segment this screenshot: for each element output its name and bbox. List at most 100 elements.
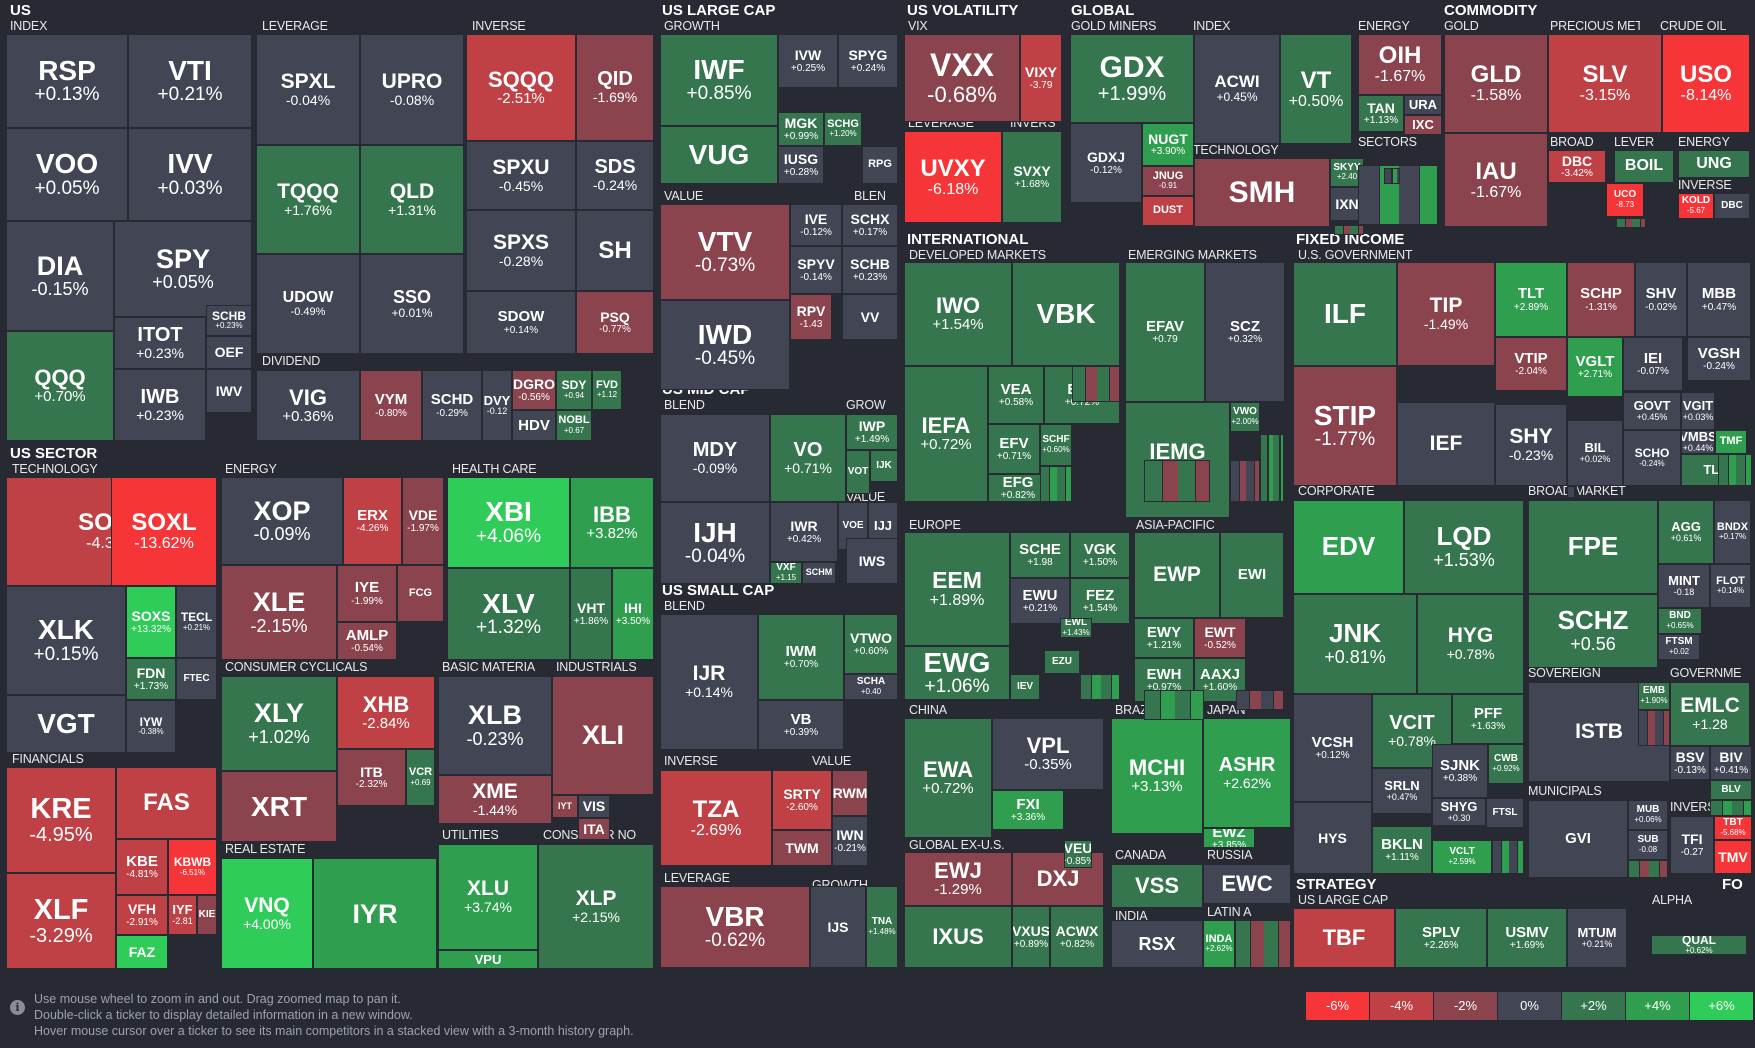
- ticker-tile-blv[interactable]: BLV: [1710, 780, 1752, 800]
- ticker-tile-tza[interactable]: TZA -2.69%: [660, 770, 772, 866]
- ticker-tile-ijs[interactable]: IJS: [810, 886, 866, 968]
- ticker-tile-vis[interactable]: VIS: [578, 795, 610, 818]
- ticker-tile-slv[interactable]: SLV -3.15%: [1548, 34, 1662, 133]
- ticker-tile-mbb[interactable]: MBB +0.47%: [1687, 262, 1751, 337]
- ticker-tile-vgsh[interactable]: VGSH -0.24%: [1687, 337, 1751, 381]
- ticker-tile-dust[interactable]: DUST: [1142, 196, 1194, 226]
- ticker-tile-xli[interactable]: XLI: [552, 676, 654, 795]
- ticker-tile-ftec[interactable]: FTEC: [176, 658, 217, 700]
- ticker-tile-ewj[interactable]: EWJ -1.29%: [904, 852, 1012, 906]
- small-ticker-cluster[interactable]: [1710, 800, 1752, 816]
- ticker-tile-vb[interactable]: VB +0.39%: [758, 700, 844, 750]
- small-ticker-cluster[interactable]: [1236, 690, 1284, 710]
- ticker-tile-xlu[interactable]: XLU +3.74%: [438, 844, 538, 950]
- ticker-tile-vcsh[interactable]: VCSH +0.12%: [1293, 694, 1372, 802]
- ticker-tile-ihi[interactable]: IHI +3.50%: [612, 568, 654, 660]
- ticker-tile-vym[interactable]: VYM -0.80%: [360, 370, 422, 441]
- ticker-tile-xop[interactable]: XOP -0.09%: [221, 477, 343, 565]
- ticker-tile-iyr[interactable]: IYR: [313, 858, 437, 970]
- ticker-tile-schd[interactable]: SCHD -0.29%: [422, 370, 482, 441]
- ticker-tile-vfh[interactable]: VFH -2.91%: [116, 895, 168, 935]
- ticker-tile-xhb[interactable]: XHB -2.84%: [337, 676, 435, 749]
- ticker-tile-emlc[interactable]: EMLC +1.28: [1670, 682, 1750, 746]
- ticker-tile-efv[interactable]: EFV +0.71%: [988, 424, 1040, 474]
- ticker-tile-iwn[interactable]: IWN -0.21%: [832, 816, 868, 866]
- ticker-tile-vxx[interactable]: VXX -0.68%: [904, 34, 1020, 122]
- small-ticker-cluster[interactable]: [1235, 920, 1291, 968]
- ticker-tile-amlp[interactable]: AMLP -0.54%: [337, 622, 397, 660]
- ticker-tile-ewz[interactable]: EWZ +3.85%: [1203, 828, 1255, 848]
- ticker-tile-uvxy[interactable]: UVXY -6.18%: [904, 131, 1002, 223]
- ticker-tile-ivv[interactable]: IVV +0.03%: [128, 128, 252, 221]
- ticker-tile-iwm[interactable]: IWM +0.70%: [758, 614, 844, 700]
- ticker-tile-vpu[interactable]: VPU: [438, 950, 538, 970]
- ticker-tile-dia[interactable]: DIA -0.15%: [6, 221, 114, 331]
- ticker-tile-ivw[interactable]: IVW +0.25%: [778, 34, 838, 88]
- ticker-tile-ive[interactable]: IVE -0.12%: [790, 204, 842, 246]
- ticker-tile-xlk[interactable]: XLK +0.15%: [6, 586, 126, 695]
- ticker-tile-efav[interactable]: EFAV +0.79: [1125, 262, 1205, 402]
- ticker-tile-vtv[interactable]: VTV -0.73%: [660, 204, 790, 300]
- ticker-tile-kie[interactable]: KIE: [197, 895, 217, 935]
- ticker-tile-vgk[interactable]: VGK +1.50%: [1070, 532, 1130, 578]
- ticker-tile-vbr[interactable]: VBR -0.62%: [660, 886, 810, 968]
- ticker-tile-mgk[interactable]: MGK +0.99%: [778, 112, 824, 146]
- ticker-tile-sdow[interactable]: SDOW +0.14%: [466, 291, 576, 354]
- ticker-tile-inda[interactable]: INDA +2.62%: [1203, 920, 1235, 968]
- ticker-tile-vtip[interactable]: VTIP -2.04%: [1495, 337, 1567, 391]
- ticker-tile-gld[interactable]: GLD -1.58%: [1444, 34, 1548, 133]
- ticker-tile-soxl[interactable]: SOXL -13.62%: [111, 477, 217, 586]
- ticker-tile-efg[interactable]: EFG +0.82%: [988, 474, 1048, 502]
- ticker-tile-gdxj[interactable]: GDXJ -0.12%: [1070, 123, 1142, 203]
- ticker-tile-spxl[interactable]: SPXL -0.04%: [256, 34, 360, 145]
- ticker-tile-vxf[interactable]: VXF +1.15: [770, 562, 802, 584]
- ticker-tile-ewc[interactable]: EWC: [1203, 864, 1291, 904]
- ticker-tile-iwr[interactable]: IWR +0.42%: [770, 502, 838, 562]
- ticker-tile-kbe[interactable]: KBE -4.81%: [116, 839, 168, 895]
- ticker-tile-vss[interactable]: VSS: [1111, 864, 1203, 908]
- ticker-tile-ewp[interactable]: EWP: [1134, 532, 1220, 618]
- small-ticker-cluster[interactable]: [1230, 460, 1260, 502]
- ticker-tile-qid[interactable]: QID -1.69%: [576, 34, 654, 141]
- ticker-tile-ief[interactable]: IEF: [1397, 402, 1495, 486]
- small-ticker-cluster[interactable]: [1080, 674, 1120, 700]
- small-ticker-cluster[interactable]: [1384, 168, 1400, 184]
- ticker-tile-vwo[interactable]: VWO +2.00%: [1230, 402, 1260, 432]
- ticker-tile-upro[interactable]: UPRO -0.08%: [360, 34, 464, 145]
- small-ticker-cluster[interactable]: [1144, 690, 1204, 720]
- ticker-tile-ijh[interactable]: IJH -0.04%: [660, 502, 770, 584]
- ticker-tile-ijk[interactable]: IJK: [870, 450, 898, 482]
- ticker-tile-jnk[interactable]: JNK +0.81%: [1293, 594, 1417, 694]
- ticker-tile-faz[interactable]: FAZ: [116, 935, 168, 969]
- ticker-tile-ewy[interactable]: EWY +1.21%: [1134, 618, 1194, 658]
- ticker-tile-usmv[interactable]: USMV +1.69%: [1487, 908, 1567, 968]
- ticker-tile-fas[interactable]: FAS: [116, 767, 217, 839]
- ticker-tile-xlv[interactable]: XLV +1.32%: [447, 568, 570, 660]
- ticker-tile-xme[interactable]: XME -1.44%: [438, 775, 552, 824]
- ticker-tile-lqd[interactable]: LQD +1.53%: [1404, 500, 1524, 594]
- ticker-tile-fxi[interactable]: FXI +3.36%: [992, 790, 1064, 830]
- ticker-tile-svxy[interactable]: SVXY +1.68%: [1002, 131, 1062, 223]
- ticker-tile-dbc[interactable]: DBC: [1714, 193, 1750, 219]
- ticker-tile-iefa[interactable]: IEFA +0.72%: [904, 366, 988, 502]
- ticker-tile-iwf[interactable]: IWF +0.85%: [660, 34, 778, 126]
- ticker-tile-vt[interactable]: VT +0.50%: [1280, 34, 1352, 144]
- ticker-tile-scho[interactable]: SCHO -0.24%: [1623, 430, 1681, 486]
- ticker-tile-gvi[interactable]: GVI: [1528, 800, 1628, 878]
- ticker-tile-sdy[interactable]: SDY +0.94: [556, 370, 592, 410]
- ticker-tile-rsx[interactable]: RSX: [1111, 920, 1203, 968]
- small-ticker-cluster[interactable]: [1040, 466, 1072, 502]
- ticker-tile-sub[interactable]: SUB -0.08: [1628, 830, 1668, 860]
- ticker-tile-sche[interactable]: SCHE +1.98: [1010, 532, 1070, 578]
- ticker-tile-tbt[interactable]: TBT -5.68%: [1714, 816, 1752, 840]
- small-ticker-cluster[interactable]: [1638, 710, 1670, 746]
- ticker-tile-ibb[interactable]: IBB +3.82%: [570, 477, 654, 568]
- ticker-tile-vv[interactable]: VV: [842, 294, 898, 340]
- ticker-tile-vbk[interactable]: VBK: [1012, 262, 1120, 366]
- ticker-tile-vht[interactable]: VHT +1.86%: [570, 568, 612, 660]
- ticker-tile-tmf[interactable]: TMF: [1715, 430, 1747, 454]
- ticker-tile-ung[interactable]: UNG: [1678, 150, 1750, 178]
- ticker-tile-dgro[interactable]: DGRO -0.56%: [512, 370, 556, 410]
- ticker-tile-spxu[interactable]: SPXU -0.45%: [466, 141, 576, 210]
- small-ticker-cluster[interactable]: [1628, 860, 1668, 878]
